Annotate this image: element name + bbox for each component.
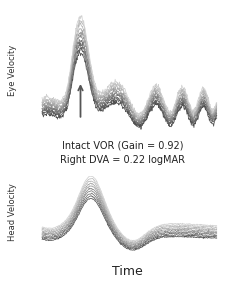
Text: Time: Time <box>112 265 143 278</box>
Text: Head Velocity: Head Velocity <box>8 184 17 241</box>
Text: Eye Velocity: Eye Velocity <box>8 45 17 97</box>
Text: Right DVA = 0.22 logMAR: Right DVA = 0.22 logMAR <box>60 155 185 165</box>
Text: Intact VOR (Gain = 0.92): Intact VOR (Gain = 0.92) <box>62 141 183 151</box>
